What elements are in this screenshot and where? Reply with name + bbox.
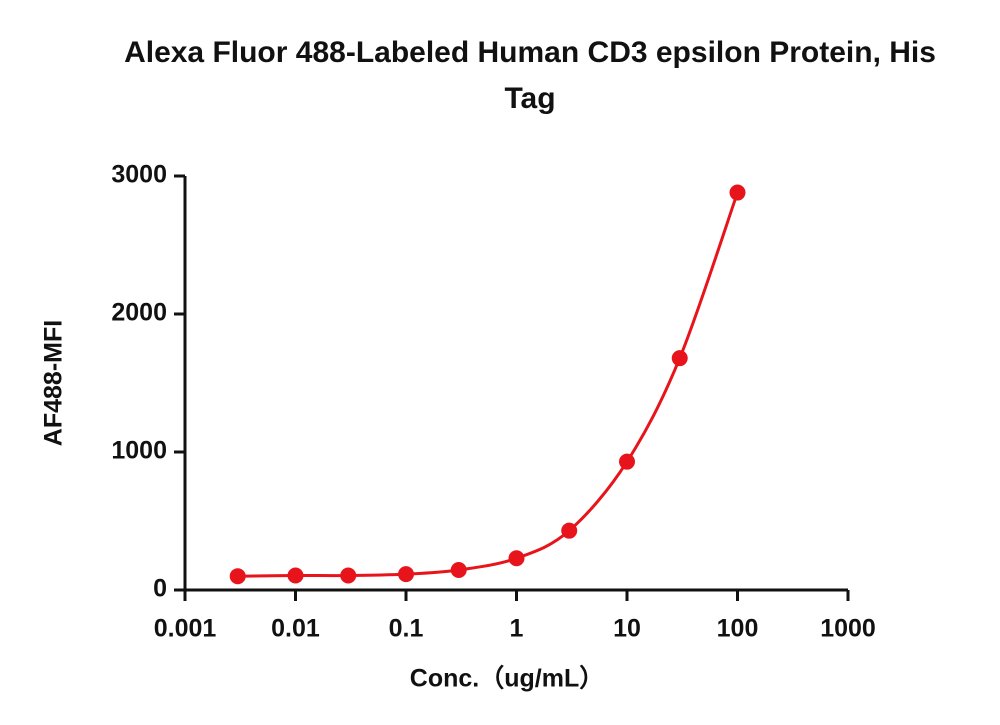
x-tick-label: 100	[717, 615, 759, 643]
data-point	[729, 184, 746, 201]
fit-curve	[237, 192, 739, 578]
chart-title: Alexa Fluor 488-Labeled Human CD3 epsilo…	[124, 36, 936, 115]
x-tick-label: 0.1	[389, 615, 424, 643]
x-tick-label: 0.01	[271, 615, 320, 643]
y-tick-label: 0	[153, 575, 167, 603]
x-axis-label: Conc.（ug/mL）	[410, 664, 604, 693]
data-point	[398, 566, 414, 583]
data-point	[287, 567, 304, 584]
data-point	[340, 567, 357, 584]
data-point	[561, 522, 578, 539]
data-point	[450, 561, 467, 578]
data-point	[619, 453, 635, 470]
x-tick-label: 0.001	[154, 615, 217, 643]
x-tick-label: 10	[613, 615, 641, 643]
data-point	[229, 568, 246, 585]
data-point	[671, 350, 688, 367]
y-tick-label: 3000	[111, 161, 167, 189]
x-tick-label: 1	[510, 615, 524, 643]
y-tick-label: 1000	[111, 437, 167, 465]
y-axis-label: AF488-MFI	[40, 320, 68, 446]
y-tick-label: 2000	[111, 299, 167, 327]
x-tick-label: 1000	[820, 615, 876, 643]
data-point	[508, 550, 525, 567]
